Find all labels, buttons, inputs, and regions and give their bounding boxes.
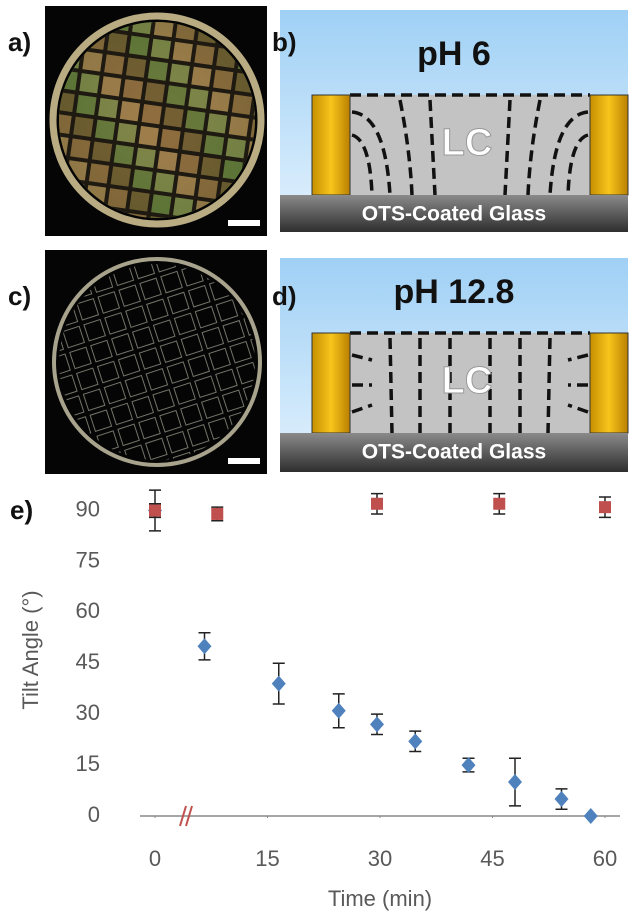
chart: 0 15 30 45 60 75 90 0 15 30 45 60 bbox=[76, 490, 620, 871]
y-tick-label: 30 bbox=[76, 700, 100, 725]
data-point bbox=[599, 501, 611, 513]
x-tick-label: 45 bbox=[480, 846, 504, 871]
x-tick-label: 0 bbox=[149, 846, 161, 871]
y-tick-label: 45 bbox=[76, 649, 100, 674]
data-point bbox=[371, 498, 383, 510]
x-axis-title: Time (min) bbox=[328, 886, 432, 911]
data-point bbox=[149, 505, 161, 517]
data-point bbox=[493, 498, 505, 510]
y-tick-label: 60 bbox=[76, 598, 100, 623]
data-point bbox=[198, 638, 212, 654]
data-point bbox=[332, 703, 346, 719]
ph-label: pH 12.8 bbox=[394, 273, 515, 311]
panel-label: e) bbox=[10, 495, 33, 525]
panel-label: d) bbox=[272, 281, 297, 311]
ph-label: pH 6 bbox=[417, 35, 491, 73]
y-tick-label: 75 bbox=[76, 547, 100, 572]
panel-label: c) bbox=[8, 281, 31, 311]
x-tick-label: 15 bbox=[255, 846, 279, 871]
data-point bbox=[408, 733, 422, 749]
lc-label: LC bbox=[442, 360, 493, 402]
micrograph-c bbox=[28, 230, 299, 501]
figure: a) b) pH 6 LC OTS-Coated Glass c) bbox=[0, 0, 633, 923]
lc-label: LC bbox=[442, 122, 493, 164]
y-tick-label: 90 bbox=[76, 496, 100, 521]
data-point bbox=[211, 508, 223, 520]
y-tick-label: 0 bbox=[88, 802, 100, 827]
data-point bbox=[555, 791, 569, 807]
data-point bbox=[462, 757, 476, 773]
micrograph-a bbox=[30, 0, 286, 251]
data-point bbox=[370, 716, 384, 732]
data-point bbox=[272, 676, 286, 692]
texture bbox=[111, 473, 132, 494]
data-point bbox=[508, 774, 522, 790]
x-tick-label: 30 bbox=[368, 846, 392, 871]
y-tick-label: 15 bbox=[76, 751, 100, 776]
y-axis-title: Tilt Angle (°) bbox=[18, 590, 43, 709]
x-tick-label: 60 bbox=[593, 846, 617, 871]
panel-label: a) bbox=[8, 27, 31, 57]
data-point bbox=[584, 808, 598, 824]
substrate-label: OTS-Coated Glass bbox=[362, 203, 546, 226]
substrate-label: OTS-Coated Glass bbox=[362, 441, 546, 464]
panel-label: b) bbox=[272, 27, 297, 57]
